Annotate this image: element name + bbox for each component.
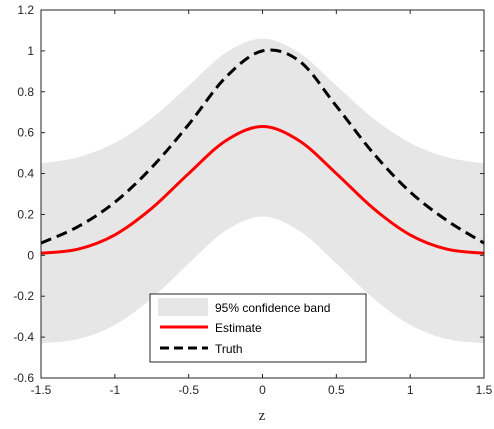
x-axis: -1.5 -1 -0.5 0 0.5 1 1.5 [31,10,493,397]
series-0-confidence-band [41,38,484,344]
y-tick-label: 0 [27,248,34,262]
legend: 95% confidence band Estimate Truth [149,293,367,363]
legend-label-band: 95% confidence band [215,301,330,315]
x-tick-label: -1.5 [31,383,52,397]
y-tick-label: -0.2 [13,289,34,303]
x-tick-label: 1.5 [476,383,493,397]
legend-label-truth: Truth [215,342,243,356]
y-tick-label: 0.2 [17,207,34,221]
x-tick-label: 0 [259,383,266,397]
y-tick-label: -0.4 [13,330,34,344]
x-tick-label: -1 [109,383,120,397]
y-tick-label: 0.4 [17,167,34,181]
x-axis-title: z [259,408,266,424]
x-tick-label: -0.5 [178,383,199,397]
series-lines-layer [40,48,485,255]
series-2-truth-line [40,48,485,245]
y-tick-label: 1 [27,44,34,58]
y-tick-label: 0.8 [17,85,34,99]
legend-swatch-band [158,298,208,316]
y-tick-label: 1.2 [17,3,34,17]
confidence-band-layer [41,38,484,344]
x-tick-label: 1 [407,383,414,397]
legend-label-estimate: Estimate [215,321,262,335]
series-1-estimate-line [40,125,485,255]
y-tick-label: 0.6 [17,126,34,140]
y-axis: -0.6 -0.4 -0.2 0 0.2 0.4 0.6 0.8 1 1.2 [13,3,484,385]
y-tick-label: -0.6 [13,371,34,385]
x-tick-label: 0.5 [328,383,345,397]
